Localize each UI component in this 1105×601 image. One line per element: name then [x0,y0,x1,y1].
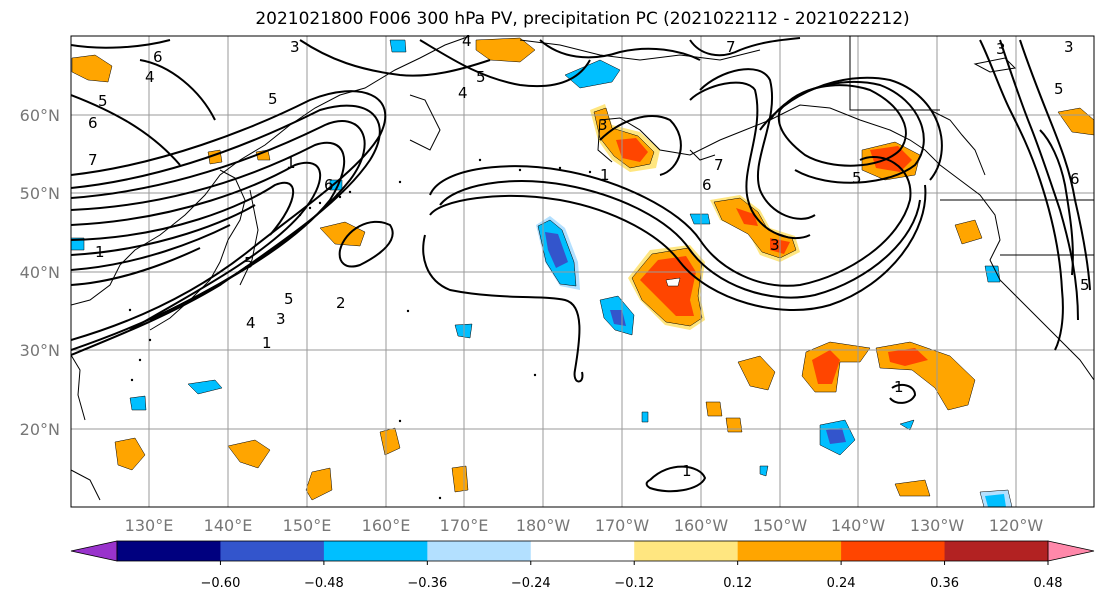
lon-label: 170°E [440,516,489,535]
lon-label: 150°W [753,516,808,535]
contour-label: 7 [726,38,736,56]
contour-label: 5 [284,290,294,308]
lon-label: 180°W [516,516,571,535]
colorbar-tick-label: 0.36 [930,576,959,591]
contour-label: 5 [1080,276,1090,294]
contour-label: 6 [153,48,163,66]
colorbar-segment [530,541,635,561]
contour-label: 5 [1054,80,1064,98]
map-title: 2021021800 F006 300 hPa PV, precipitatio… [255,9,910,29]
colorbar-tick-label: −0.60 [201,576,241,591]
contour-label: 3 [290,38,300,56]
lon-label: 140°E [204,516,253,535]
map-content [71,36,1094,507]
contour-label: 1 [286,154,296,172]
lat-label-20n: 20°N [20,420,60,439]
colorbar-segment [737,541,842,561]
contour-label: 4 [462,32,472,50]
colorbar-tick-label: −0.48 [304,576,344,591]
lon-label: 160°W [674,516,729,535]
contour-label: 5 [852,169,862,187]
colorbar: −0.60 −0.48 −0.36 −0.24 −0.12 0.12 0.24 0.36 0.4… [70,540,1095,591]
lat-label-50n: 50°N [20,184,60,203]
contour-label: 4 [145,68,155,86]
contour-label: 6 [88,114,98,132]
lon-label: 140°W [831,516,886,535]
lon-label: 130°E [125,516,174,535]
contour-label: 5 [244,254,254,272]
contour-label: 5 [98,92,108,110]
colorbar-segments [117,541,1049,561]
lon-label: 150°E [283,516,332,535]
colorbar-segment [944,541,1049,561]
colorbar-segment [634,541,739,561]
contour-label: 6 [702,176,712,194]
colorbar-segment [117,541,221,561]
contour-label: 6 [324,176,334,194]
colorbar-segment [427,541,532,561]
contour-label: 1 [95,243,105,261]
contour-labels: 3 4 6 5 4 6 7 5 1 5 6 1 2 3 4 5 1 4 5 7 … [88,32,1090,480]
lon-label: 120°W [989,516,1044,535]
contour-label: 7 [714,156,724,174]
colorbar-tick-label: −0.24 [511,576,551,591]
colorbar-segment [323,541,428,561]
contour-label: 3 [598,116,608,134]
colorbar-ticks: −0.60 −0.48 −0.36 −0.24 −0.12 0.12 0.24 0.36 0.4… [201,561,1063,591]
contour-label: 3 [996,40,1006,58]
colorbar-tick-label: 0.12 [723,576,752,591]
colorbar-tick-label: −0.12 [614,576,654,591]
map-frame [70,35,1095,508]
contour-label: 1 [600,166,610,184]
contour-label: 4 [458,84,468,102]
lat-label-60n: 60°N [20,106,60,125]
lat-label-40n: 40°N [20,263,60,282]
colorbar-tick-label: 0.48 [1034,576,1063,591]
contour-label: 1 [682,462,692,480]
pv-contours [71,37,1091,493]
contour-label: 3 [1064,38,1074,56]
contour-label: 1 [262,334,272,352]
lon-label: 130°W [910,516,965,535]
colorbar-segment [220,541,325,561]
precip-positive-shading [71,37,1094,501]
latitude-labels: 60°N 50°N 40°N 30°N 20°N [20,106,60,439]
lon-label: 160°E [362,516,411,535]
contour-label: 5 [476,68,486,86]
lon-label: 170°W [595,516,650,535]
contour-label: 4 [246,314,256,332]
contour-label: 1 [894,378,904,396]
contour-label: 5 [268,90,278,108]
colorbar-tick-label: −0.36 [407,576,447,591]
contour-label: 6 [1070,170,1080,188]
colorbar-tick-label: 0.24 [827,576,856,591]
longitude-labels: 130°E 140°E 150°E 160°E 170°E 180°W 170°… [125,516,1044,535]
colorbar-segment [841,541,946,561]
contour-label: 3 [276,310,286,328]
colorbar-extend-min [70,540,118,562]
colorbar-outline [116,540,1049,562]
lat-label-30n: 30°N [20,341,60,360]
contour-label: 2 [336,294,346,312]
contour-label: 3 [770,236,780,254]
contour-label: 7 [88,151,98,169]
colorbar-extend-max [1047,540,1095,562]
